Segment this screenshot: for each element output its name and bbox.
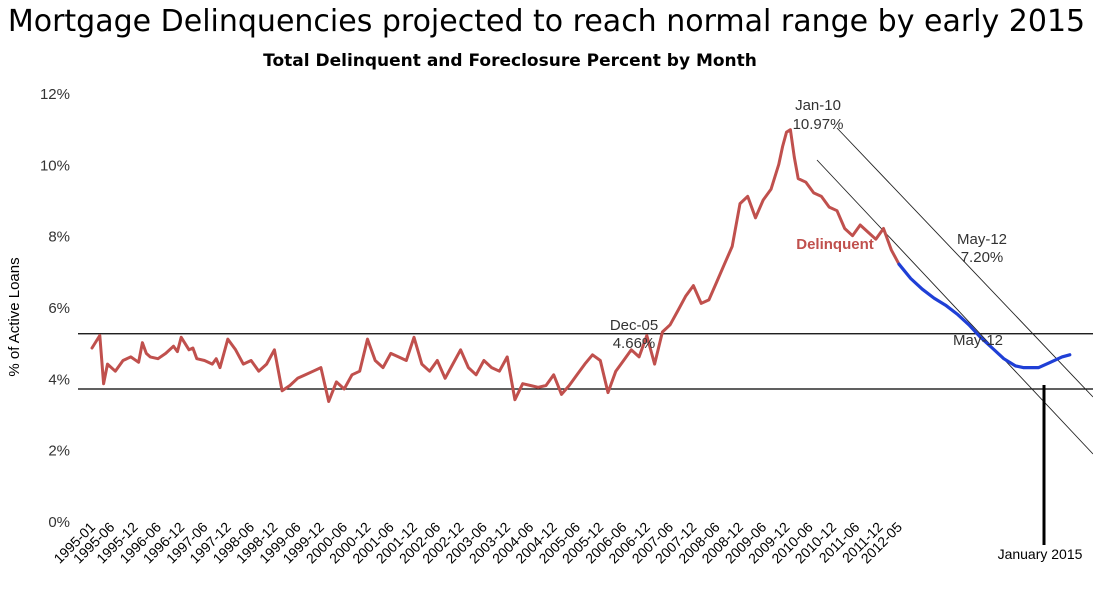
projection-series-line [897, 262, 1072, 370]
annotation-jan2015-label: January 2015 [998, 546, 1083, 562]
annotation-may12-value: 7.20% [961, 249, 1004, 266]
annotation-may12-label: May-12 [957, 231, 1007, 248]
annotation-may12-lower-label: May-12 [953, 332, 1003, 349]
trend-line-upper [836, 127, 1093, 398]
chart-title: Mortgage Delinquencies projected to reac… [7, 4, 1086, 39]
annotation-peak-label: Jan-10 [795, 97, 841, 114]
y-axis-label: % of Active Loans [6, 257, 23, 376]
y-tick-label: 6% [48, 300, 70, 317]
annotation-dec05-value: 4.66% [613, 335, 656, 352]
annotation-dec05-label: Dec-05 [610, 317, 658, 334]
y-tick-label: 8% [48, 229, 70, 246]
delinquent-series-line [90, 128, 901, 403]
y-tick-label: 2% [48, 443, 70, 460]
y-tick-label: 10% [40, 157, 70, 174]
chart-subtitle: Total Delinquent and Foreclosure Percent… [263, 51, 757, 71]
y-tick-label: 0% [48, 514, 70, 531]
annotation-peak-value: 10.97% [793, 116, 844, 133]
y-tick-label: 4% [48, 371, 70, 388]
delinquent-series-label: Delinquent [796, 236, 874, 253]
y-tick-label: 12% [40, 86, 70, 103]
trend-line-lower [816, 159, 1093, 455]
